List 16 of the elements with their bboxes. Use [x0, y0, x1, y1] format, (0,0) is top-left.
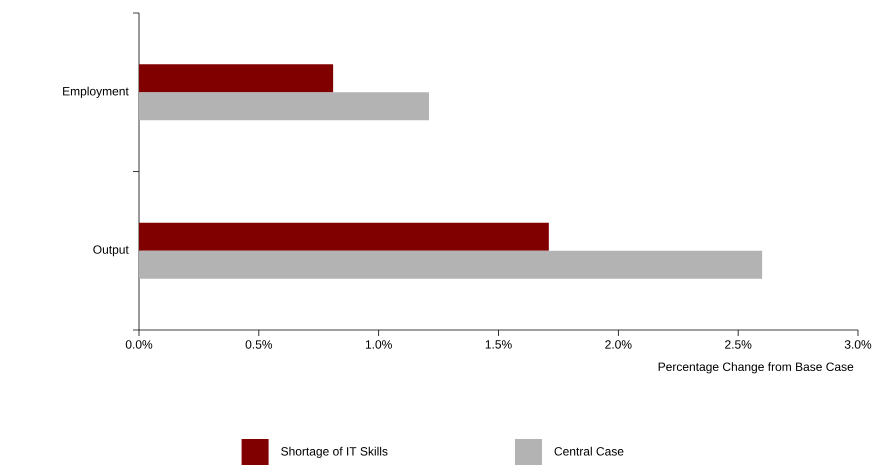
bar — [139, 250, 762, 279]
y-tick-label: Output — [93, 245, 129, 256]
bar — [139, 222, 549, 251]
x-axis-title: Percentage Change from Base Case — [658, 362, 854, 374]
x-tick-label: 0.5% — [246, 340, 272, 349]
bar — [139, 64, 334, 92]
bar — [139, 92, 429, 120]
x-tick-label: 0.0% — [126, 340, 152, 349]
legend-label: Shortage of IT Skills — [281, 446, 388, 458]
x-tick-label: 2.0% — [605, 340, 632, 349]
x-tick-label: 1.5% — [486, 340, 512, 349]
x-tick-label: 2.5% — [725, 340, 752, 349]
y-tick-label: Employment — [63, 86, 129, 98]
x-tick-label: 3.0% — [844, 340, 872, 349]
x-tick-label: 1.0% — [366, 340, 392, 349]
legend-label: Central Case — [554, 446, 624, 456]
